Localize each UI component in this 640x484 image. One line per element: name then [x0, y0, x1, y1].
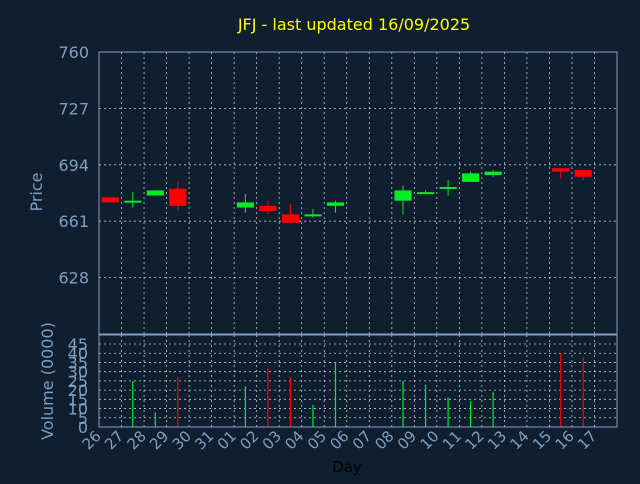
candle	[281, 204, 299, 223]
candle-body	[146, 190, 164, 196]
candle-body	[236, 202, 254, 208]
candle-body	[552, 168, 570, 172]
candle	[439, 180, 457, 196]
candle-body	[281, 214, 299, 223]
price-tick-label: 760	[58, 43, 89, 62]
candle-body	[124, 200, 142, 203]
candle	[417, 190, 435, 195]
volume-tick-label: 5	[78, 409, 88, 428]
volume-tick-label: 40	[68, 344, 88, 363]
candle-body	[304, 214, 322, 217]
price-axis-label: Price	[27, 172, 46, 211]
volume-tick-label: 25	[68, 372, 88, 391]
volume-tick-label: 0	[78, 418, 88, 437]
day-axis-label: Day	[332, 458, 362, 476]
candle-body	[394, 190, 412, 201]
candle	[259, 200, 277, 215]
volume-bars	[132, 353, 584, 427]
candle-body	[484, 171, 502, 176]
candle	[462, 171, 480, 182]
price-tick-label: 727	[58, 99, 89, 118]
day-tick-labels: 2627282930310102030405060708091011121314…	[79, 427, 601, 453]
candle	[394, 185, 412, 215]
candle-body	[169, 188, 187, 206]
price-tick-label: 661	[58, 212, 89, 231]
price-tick-label: 694	[58, 156, 89, 175]
candle-body	[462, 173, 480, 182]
candle	[146, 190, 164, 196]
candle	[101, 197, 119, 203]
volume-panel-frame	[98, 334, 618, 428]
candle-body	[439, 187, 457, 190]
volume-tick-label: 30	[68, 363, 88, 382]
candle-body	[574, 169, 592, 177]
candle	[552, 168, 570, 179]
volume-tick-label: 20	[68, 381, 88, 400]
candle-body	[326, 202, 345, 206]
candle	[484, 169, 502, 177]
day-tick-label: 17	[574, 427, 600, 453]
volume-tick-label: 10	[68, 400, 88, 419]
price-grid	[99, 51, 617, 334]
candle-body	[417, 192, 435, 195]
candle	[236, 193, 254, 213]
candle	[574, 169, 592, 181]
candle-body	[259, 205, 277, 211]
candle	[124, 192, 142, 208]
price-tick-label: 628	[58, 269, 89, 288]
price-tick-labels: 628 661 694 727 760	[58, 43, 89, 288]
price-panel-frame	[98, 51, 618, 335]
volume-tick-label: 35	[68, 353, 88, 372]
candle	[304, 209, 322, 218]
candle	[169, 181, 187, 211]
chart-title: JFJ - last updated 16/09/2025	[237, 15, 470, 34]
volume-tick-label: 45	[68, 335, 88, 354]
volume-tick-label: 15	[68, 390, 88, 409]
price-candles	[101, 168, 592, 223]
candle-body	[101, 197, 119, 203]
volume-grid	[99, 335, 617, 428]
volume-axis-label: Volume (0000)	[38, 322, 57, 440]
candle	[326, 200, 345, 213]
